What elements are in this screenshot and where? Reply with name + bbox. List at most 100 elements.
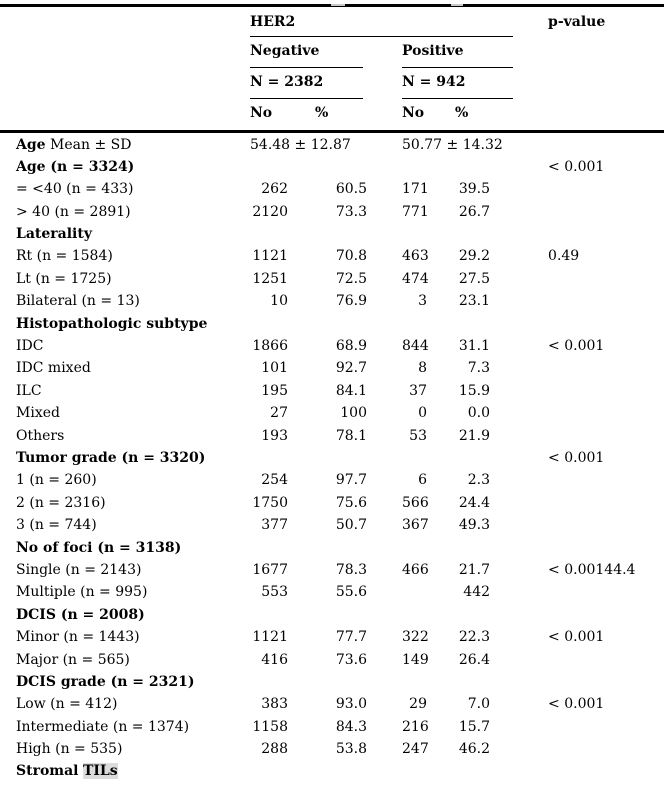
negative-count-cell: 101 <box>261 360 288 377</box>
negative-count-cell: 383 <box>261 696 288 713</box>
p-value-cell <box>548 424 664 446</box>
p-value-cell: < 0.001 <box>548 338 605 355</box>
p-value-cell <box>548 313 664 335</box>
table-row: Rt (n = 1584) 1121 70.8 463 29.2 0.49 <box>0 245 664 267</box>
table-row: Histopathologic subtype <box>0 313 664 335</box>
positive-percent-cell: 49.3 <box>458 517 491 534</box>
caption-remnant <box>331 4 345 6</box>
positive-count-cell: 566 <box>402 494 429 511</box>
negative-count-cell: 1251 <box>252 270 288 287</box>
negative-mean-cell: 54.48 ± 12.87 <box>250 136 351 153</box>
p-value-cell <box>548 536 664 558</box>
negative-percent-cell <box>315 671 402 693</box>
table-row: 1 (n = 260) 254 97.7 6 2.3 <box>0 469 664 491</box>
positive-percent-cell: 15.7 <box>458 718 491 735</box>
p-value-cell <box>548 201 664 223</box>
row-label: Major (n = 565) <box>16 651 130 668</box>
positive-no-header: No <box>402 99 455 134</box>
positive-count-cell: 53 <box>409 427 427 444</box>
table-row: 2 (n = 2316) 1750 75.6 566 24.4 <box>0 492 664 514</box>
positive-count-cell: 247 <box>402 741 429 758</box>
positive-count-cell: 844 <box>402 338 429 355</box>
negative-count-cell <box>250 536 315 558</box>
positive-percent-cell: 7.0 <box>467 696 491 713</box>
paper-table-page: { "table": { "header": { "group_label": … <box>0 4 664 785</box>
row-label: DCIS grade (n = 2321) <box>16 673 195 690</box>
negative-count-cell: 27 <box>270 405 288 422</box>
table-row: Multiple (n = 995) 553 55.6 442 <box>0 581 664 603</box>
positive-count-cell: 367 <box>402 517 429 534</box>
row-label: 3 (n = 744) <box>16 517 97 534</box>
positive-count-cell <box>402 581 455 603</box>
negative-percent-cell: 78.1 <box>335 427 367 444</box>
negative-count-cell: 2120 <box>252 203 288 220</box>
table-row: Single (n = 2143) 1677 78.3 466 21.7 < 0… <box>0 559 664 581</box>
negative-percent-cell: 100 <box>340 405 367 422</box>
table-row: Bilateral (n = 13) 10 76.9 3 23.1 <box>0 290 664 312</box>
negative-percent-cell: 73.6 <box>335 651 367 668</box>
positive-percent-cell: 21.9 <box>458 427 491 444</box>
row-label: Bilateral (n = 13) <box>16 293 140 310</box>
table-row: IDC 1866 68.9 844 31.1 < 0.001 <box>0 335 664 357</box>
row-label: Age (n = 3324) <box>16 158 135 175</box>
positive-subgroup-header: Positive <box>402 37 514 69</box>
p-value-cell <box>548 492 664 514</box>
positive-count-cell: 6 <box>418 472 427 489</box>
her2-group-header: HER2 <box>250 5 514 38</box>
negative-count-cell: 553 <box>261 584 288 601</box>
table-row: High (n = 535) 288 53.8 247 46.2 <box>0 738 664 760</box>
row-label: IDC mixed <box>16 360 91 377</box>
row-label: > 40 (n = 2891) <box>16 203 131 220</box>
negative-percent-cell: 97.7 <box>335 472 367 489</box>
negative-percent-cell <box>315 447 402 469</box>
positive-percent-cell: 7.3 <box>467 360 491 377</box>
positive-count-cell: 771 <box>402 203 429 220</box>
negative-count-cell: 193 <box>261 427 288 444</box>
p-value-cell <box>548 290 664 312</box>
negative-count-cell: 416 <box>261 651 288 668</box>
row-label: High (n = 535) <box>16 741 123 758</box>
table-row: ILC 195 84.1 37 15.9 <box>0 380 664 402</box>
positive-percent-cell: 26.4 <box>458 651 491 668</box>
table-row: Age (n = 3324) < 0.001 <box>0 156 664 178</box>
her2-characteristics-table: HER2 p-value Negative Positive N = 2382 … <box>0 4 664 783</box>
table-row: Intermediate (n = 1374) 1158 84.3 216 15… <box>0 716 664 738</box>
positive-mean-cell: 50.77 ± 14.32 <box>402 136 503 153</box>
negative-count-cell <box>250 223 315 245</box>
positive-percent-cell: 29.2 <box>458 248 491 265</box>
p-value-cell <box>548 716 664 738</box>
positive-count-cell: 466 <box>402 561 429 578</box>
positive-count-cell: 8 <box>418 360 427 377</box>
positive-percent-cell: 22.3 <box>458 629 491 646</box>
header-row-subgroups: Negative Positive <box>0 37 664 69</box>
row-label: Multiple (n = 995) <box>16 584 148 601</box>
negative-percent-cell: 70.8 <box>335 248 367 265</box>
negative-percent-cell: 92.7 <box>335 360 367 377</box>
table-body: Age Mean ± SD 54.48 ± 12.87 50.77 ± 14.3… <box>0 132 664 783</box>
negative-percent-header: % <box>315 99 402 134</box>
header-row-columns: No % No % <box>0 99 664 134</box>
positive-count-cell <box>402 604 455 626</box>
negative-percent-cell: 75.6 <box>335 494 367 511</box>
negative-percent-cell: 53.8 <box>335 741 367 758</box>
row-label: 2 (n = 2316) <box>16 494 106 511</box>
negative-percent-cell: 50.7 <box>335 517 367 534</box>
positive-percent-cell: 15.9 <box>458 382 491 399</box>
p-value-cell: < 0.00144.4 <box>548 561 636 578</box>
negative-percent-cell <box>315 156 402 178</box>
negative-percent-cell: 78.3 <box>335 561 367 578</box>
table-row: No of foci (n = 3138) <box>0 536 664 558</box>
table-row: DCIS grade (n = 2321) <box>0 671 664 693</box>
p-value-cell <box>548 178 664 200</box>
positive-count-cell: 3 <box>418 293 427 310</box>
negative-percent-cell: 93.0 <box>335 696 367 713</box>
positive-percent-cell <box>455 671 513 693</box>
negative-percent-cell: 68.9 <box>335 338 367 355</box>
p-value-cell: < 0.001 <box>548 158 605 175</box>
negative-percent-cell: 84.1 <box>335 382 367 399</box>
negative-percent-cell: 84.3 <box>335 718 367 735</box>
mean-row: Age Mean ± SD 54.48 ± 12.87 50.77 ± 14.3… <box>0 132 664 156</box>
row-label: Lt (n = 1725) <box>16 270 112 287</box>
p-value-cell <box>548 604 664 626</box>
row-label: Minor (n = 1443) <box>16 629 140 646</box>
